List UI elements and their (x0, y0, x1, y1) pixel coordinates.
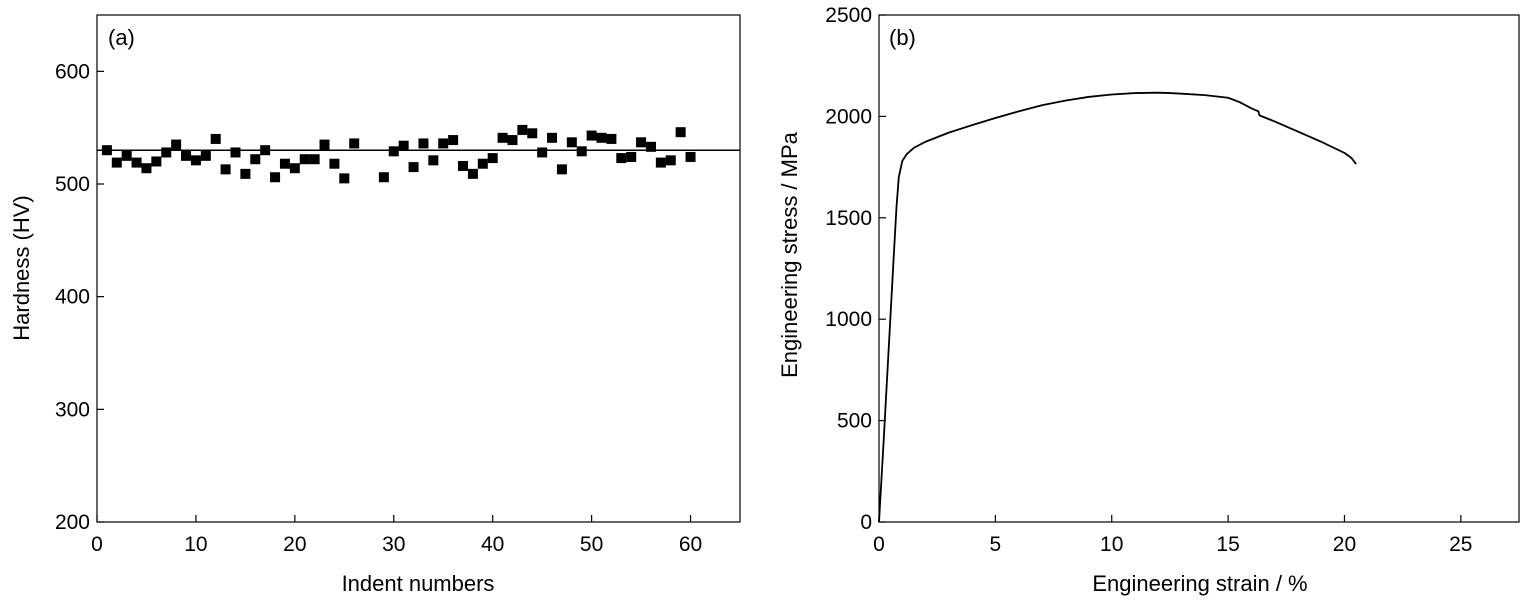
panel-a-data-point (329, 158, 340, 169)
panel-a-data-point (606, 133, 617, 144)
panel-b-y-tick-label: 1500 (825, 207, 872, 230)
panel-b-x-tick-label: 10 (1100, 533, 1123, 556)
panel-b-label: (b) (889, 25, 916, 50)
panel-a-data-point (270, 172, 281, 183)
panel-a-data-point (507, 135, 518, 146)
panel-b-x-tick-label: 0 (873, 533, 885, 556)
panel-a-data-point (131, 157, 142, 168)
panel-a-data-point (111, 157, 122, 168)
panel-a-data-point (537, 147, 548, 158)
panel-a-data-point (319, 139, 330, 150)
panel-b-x-axis-label: Engineering strain / % (1092, 571, 1307, 596)
panel-a-x-tick-label: 60 (679, 533, 702, 556)
panel-a-data-point (388, 146, 399, 157)
panel-a-data-point (250, 154, 261, 165)
panel-a-x-axis-label: Indent numbers (342, 571, 495, 596)
panel-a-x-tick-label: 0 (91, 533, 103, 556)
panel-b-y-tick-label: 500 (837, 410, 872, 433)
panel-a-data-point (190, 155, 201, 166)
panel-a-data-point (477, 158, 488, 169)
panel-a-data-point (339, 173, 350, 184)
panel-a-data-point (220, 164, 231, 175)
panel-a-data-point (636, 137, 647, 148)
panel-a-data-point (547, 132, 558, 143)
panel-a-data-point (101, 145, 112, 156)
panel-a-data-point (161, 147, 172, 158)
panel-a-plot-frame (96, 14, 741, 523)
panel-a-data-point (576, 146, 587, 157)
panel-b-x-tick-label: 15 (1216, 533, 1239, 556)
panel-a-data-point (349, 138, 360, 149)
panel-a-x-tick-label: 30 (382, 533, 405, 556)
panel-b-y-tick-label: 0 (860, 511, 872, 534)
panel-a-data-point (378, 172, 389, 183)
panel-a-data-point (121, 150, 132, 161)
panel-a-data-point (151, 156, 162, 167)
panel-b-plot-frame (878, 14, 1520, 523)
panel-a-data-point (467, 168, 478, 179)
panel-a-data-point (655, 157, 666, 168)
panel-a-data-point (616, 153, 627, 164)
panel-a-data-point (260, 145, 271, 156)
panel-a-data-point (665, 155, 676, 166)
panel-a-data-point (279, 158, 290, 169)
panel-b-x-tick-label: 5 (990, 533, 1002, 556)
panel-a-data-point (517, 124, 528, 135)
panel-b-y-tick-label: 1000 (825, 308, 872, 331)
panel-a-data-point (586, 130, 597, 141)
panel-a-label: (a) (108, 25, 135, 50)
panel-a-data-point (487, 153, 498, 164)
panel-a-ticks: 0 10 20 30 40 50 60 200 300 400 500 600 (55, 60, 702, 556)
panel-a-data-point (685, 151, 696, 162)
panel-a-data-point (299, 154, 310, 165)
panel-b-y-tick-label: 2500 (825, 4, 872, 27)
panel-b-y-tick-label: 2000 (825, 105, 872, 128)
panel-a-x-tick-label: 20 (283, 533, 306, 556)
panel-a-y-tick-label: 500 (55, 173, 90, 196)
panel-a-data-point (240, 168, 251, 179)
panel-a-x-tick-label: 50 (580, 533, 603, 556)
panel-a-x-tick-label: 40 (481, 533, 504, 556)
panel-b-stress-strain-line (878, 91, 1357, 523)
panel-b-x-tick-label: 25 (1449, 533, 1472, 556)
panel-a-data-point (210, 133, 221, 144)
panel-b-curve-group (878, 91, 1357, 523)
panel-a-y-tick-label: 600 (55, 60, 90, 83)
panel-a-data-point (596, 132, 607, 143)
panel-a-data-point (458, 160, 469, 171)
panel-a-data-point (675, 127, 686, 138)
panel-a-data-point (181, 150, 192, 161)
panel-a-hardness-chart: 0 10 20 30 40 50 60 200 300 400 500 600 (a) Indent … (9, 14, 741, 596)
panel-a-data-point (566, 137, 577, 148)
panel-a-data-point (408, 162, 419, 173)
panel-a-data-point (289, 163, 300, 174)
panel-a-data-points (101, 124, 696, 184)
panel-a-x-tick-label: 10 (184, 533, 207, 556)
panel-a-data-point (497, 132, 508, 143)
panel-a-data-point (438, 138, 449, 149)
panel-a-data-point (418, 138, 429, 149)
panel-a-data-point (645, 141, 656, 152)
panel-b-stress-strain-chart: 0 5 10 15 20 25 0 500 1000 1500 2000 2500 (b) Engin… (777, 4, 1520, 596)
panel-a-data-point (448, 135, 459, 146)
panel-a-y-axis-label: Hardness (HV) (9, 195, 34, 340)
panel-b-ticks: 0 5 10 15 20 25 0 500 1000 1500 2000 2500 (825, 4, 1472, 556)
panel-a-data-point (141, 163, 152, 174)
panel-a-data-point (556, 164, 567, 175)
panel-a-data-point (171, 139, 182, 150)
panel-a-data-point (527, 128, 538, 139)
panel-b-y-axis-label: Engineering stress / MPa (777, 131, 802, 378)
panel-a-data-point (626, 151, 637, 162)
panel-a-data-point (428, 155, 439, 166)
panel-a-data-point (398, 140, 409, 151)
panel-a-y-tick-label: 300 (55, 398, 90, 421)
panel-a-data-point (200, 150, 211, 161)
panel-a-data-point (309, 154, 320, 165)
panel-a-y-tick-label: 400 (55, 286, 90, 309)
panel-a-y-tick-label: 200 (55, 511, 90, 534)
panel-a-data-point (230, 147, 241, 158)
panel-b-x-tick-label: 20 (1333, 533, 1356, 556)
